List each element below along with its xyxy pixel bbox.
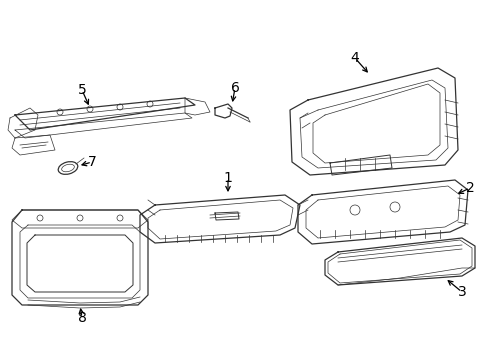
Text: 6: 6: [231, 81, 240, 95]
Text: 4: 4: [351, 51, 359, 65]
Text: 3: 3: [458, 285, 466, 299]
Text: 5: 5: [77, 83, 86, 97]
Text: 1: 1: [223, 171, 232, 185]
Text: 7: 7: [88, 155, 97, 169]
Text: 8: 8: [77, 311, 86, 325]
Text: 2: 2: [466, 181, 474, 195]
